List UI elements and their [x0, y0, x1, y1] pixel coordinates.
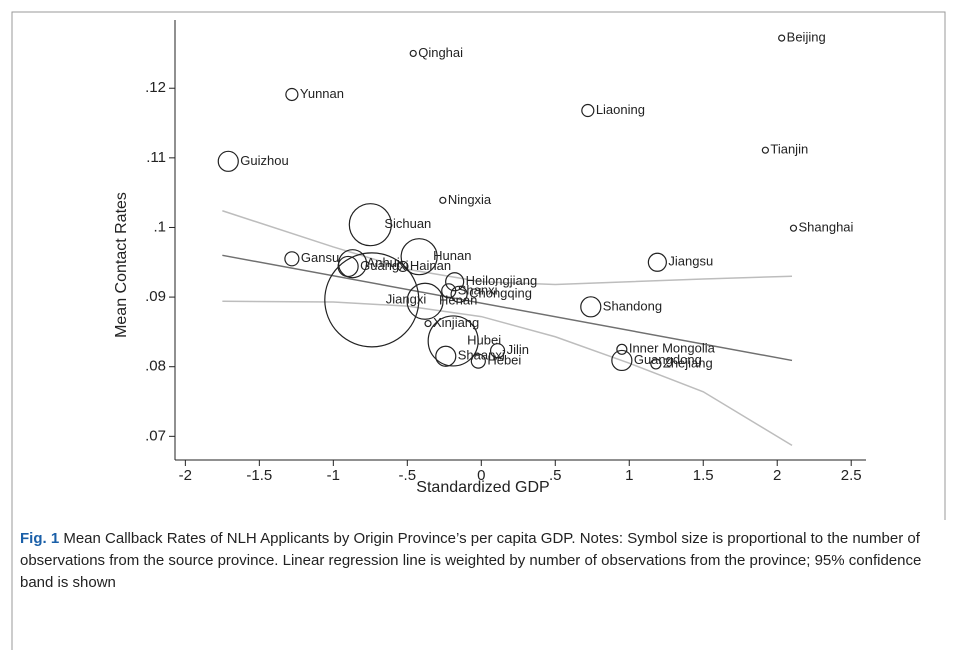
bubble	[581, 103, 595, 118]
bubble	[650, 358, 662, 370]
point-label: Inner Mongolia	[629, 341, 716, 356]
x-tick-label: -2	[179, 467, 192, 484]
point-label: Guangxi	[360, 258, 409, 273]
x-tick-label: 2.5	[841, 467, 862, 484]
point-label: Chongqing	[469, 286, 532, 301]
caption-text: Mean Callback Rates of NLH Applicants by…	[20, 530, 922, 591]
y-tick-label: .12	[145, 79, 166, 96]
bubble	[409, 49, 417, 58]
bubble	[424, 319, 432, 328]
caption-label: Fig. 1	[20, 530, 60, 547]
bubble	[348, 203, 392, 247]
bubble	[406, 282, 444, 320]
x-tick-label: .5	[549, 467, 562, 484]
point-label: Hebei	[487, 353, 521, 368]
point-label: Gansu	[301, 250, 339, 265]
bubble	[441, 283, 457, 299]
caption: Fig. 1 Mean Callback Rates of NLH Applic…	[20, 528, 935, 594]
point-label: Hunan	[433, 248, 471, 263]
bubble	[580, 296, 602, 318]
point-label: Heilongjiang	[466, 273, 538, 288]
y-tick-label: .11	[146, 149, 166, 166]
point-label: Henan	[439, 293, 477, 308]
bubble	[445, 272, 465, 292]
x-axis-label: Standardized GDP	[416, 479, 549, 496]
point-label: Xinjiang	[433, 315, 479, 330]
point-label: Liaoning	[596, 102, 645, 117]
bubble	[489, 343, 506, 359]
bubble	[470, 353, 486, 369]
bubble	[284, 251, 300, 267]
point-label: Hubei	[467, 332, 501, 347]
point-label: Anhui	[367, 255, 400, 270]
bubble	[450, 285, 468, 303]
x-tick-label: 1	[625, 467, 633, 484]
bubble	[397, 260, 409, 273]
x-tick-label: -1.5	[246, 467, 272, 484]
x-tick-label: -.5	[399, 467, 417, 484]
bubble	[435, 345, 457, 367]
point-label: Jiangsu	[668, 254, 713, 269]
point-label: Qinghai	[418, 45, 463, 60]
x-tick-label: -1	[327, 467, 340, 484]
x-tick-label: 2	[773, 467, 781, 484]
line	[222, 300, 793, 447]
bubble	[789, 224, 798, 232]
point-label: Guizhou	[240, 153, 288, 168]
bubble	[400, 238, 438, 276]
bubble	[761, 146, 769, 154]
y-tick-label: .07	[145, 427, 166, 444]
bubble	[217, 150, 239, 172]
point-label: Shanxi	[458, 282, 498, 297]
bubble	[616, 343, 628, 355]
point-label: Sichuan	[384, 216, 431, 231]
point-label: Ningxia	[448, 192, 492, 207]
bubble	[427, 315, 479, 367]
bubble	[647, 252, 667, 272]
bubble	[324, 252, 420, 348]
bubble	[778, 34, 786, 42]
point-label: Tianjin	[770, 142, 808, 157]
point-label: Shanghai	[798, 220, 853, 235]
bubble	[439, 196, 447, 204]
point-label: Jilin	[507, 342, 529, 357]
point-label: Zhejiang	[663, 355, 713, 370]
point-label: Shandong	[603, 298, 662, 313]
line	[222, 210, 793, 286]
y-tick-label: .1	[153, 218, 166, 235]
y-tick-label: .08	[145, 358, 166, 375]
point-label: Beijing	[787, 30, 826, 45]
point-label: Jiangxi	[386, 291, 427, 306]
point-label: Hainan	[410, 258, 451, 273]
x-tick-label: 1.5	[693, 467, 714, 484]
line	[222, 254, 793, 362]
x-tick-label: 0	[477, 467, 485, 484]
bubble	[285, 87, 299, 102]
point-label: Yunnan	[300, 86, 344, 101]
y-axis-label: Mean Contact Rates	[113, 192, 130, 338]
figure-frame	[11, 11, 946, 650]
y-tick-label: .09	[145, 288, 166, 305]
bubble	[611, 349, 633, 372]
